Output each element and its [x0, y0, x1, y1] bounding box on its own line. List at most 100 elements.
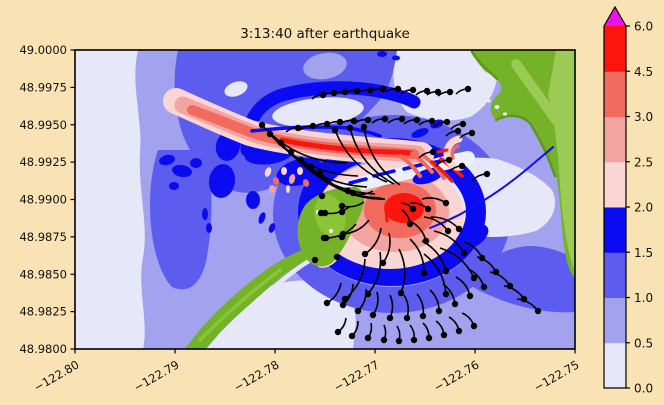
drifter-dot — [311, 256, 319, 264]
y-tick-label: 49.0000 — [19, 43, 67, 57]
drifter-dot — [419, 312, 427, 320]
drifter-dot — [318, 192, 326, 200]
colorbar-segment — [604, 71, 626, 117]
y-tick-label: 48.9825 — [19, 305, 67, 319]
drifter-tail — [423, 253, 447, 295]
drifter-dot — [464, 85, 472, 93]
contour-blob — [246, 191, 260, 209]
drifter-dot — [420, 269, 428, 277]
drifter-tail — [334, 129, 388, 183]
colorbar-segment — [604, 252, 626, 298]
drifter-dot — [454, 127, 462, 135]
drifter-dot — [428, 117, 436, 125]
drifter-dot — [444, 227, 452, 235]
drifter-dot — [320, 234, 328, 242]
contour-region — [75, 50, 145, 349]
drifter-dot — [277, 139, 285, 147]
drifter-dot — [459, 120, 467, 128]
contour-blob — [281, 167, 287, 175]
drifter-dot — [468, 129, 476, 137]
colorbar-tick-label: 4.5 — [634, 65, 653, 79]
drifter-tail — [349, 127, 395, 185]
drifter-dot — [381, 115, 389, 123]
y-tick-label: 48.9950 — [19, 118, 67, 132]
drifter-dot — [446, 88, 454, 96]
drifter-tail — [344, 258, 366, 300]
colorbar-segment — [604, 342, 626, 389]
drifter-dot — [443, 118, 451, 126]
y-tick-label: 48.9975 — [19, 80, 67, 94]
drifter-dot — [409, 86, 417, 94]
x-tick-label: −122.79 — [131, 357, 181, 394]
contour-blob — [494, 105, 500, 109]
drifter-dot — [386, 314, 394, 322]
drifter-dot — [317, 209, 325, 217]
drifter-dot — [354, 307, 362, 315]
contour-band — [429, 146, 554, 229]
drifter-dot — [403, 314, 411, 322]
contour-region — [468, 246, 575, 313]
drifter-dot — [333, 253, 341, 261]
drifter-dot — [349, 189, 357, 197]
contour-blob — [314, 194, 346, 238]
drifter-dot — [364, 334, 372, 342]
contour-field-layer — [75, 50, 575, 349]
contour-band — [398, 154, 422, 178]
drifter-tail — [439, 247, 475, 279]
drifter-dot — [534, 307, 542, 315]
contour-blob — [303, 52, 347, 80]
drifter-tail — [363, 126, 401, 186]
colorbar-segment — [604, 161, 626, 208]
plot-title: 3:13:40 after earthquake — [240, 26, 410, 42]
contour-band — [198, 268, 282, 342]
drifter-dot — [466, 292, 474, 300]
drifter-dot — [379, 85, 387, 93]
contour-blob — [258, 212, 266, 224]
drifter-dot — [413, 116, 421, 124]
drifter-dot — [470, 274, 478, 282]
drifter-dot — [440, 331, 448, 339]
colorbar-segment — [604, 26, 626, 72]
colorbar-tick-label: 1.5 — [634, 246, 653, 260]
drifter-tail — [367, 251, 382, 295]
contour-blob — [297, 167, 303, 175]
drifter-dot — [409, 205, 417, 213]
drifter-tail — [398, 248, 406, 294]
drifter-layer — [258, 85, 542, 345]
drifter-dot — [294, 124, 302, 132]
drifter-dot — [369, 311, 377, 319]
drifter-dot — [316, 169, 324, 177]
contour-band — [279, 137, 413, 156]
contour-blob — [159, 154, 175, 166]
y-tick-label: 48.9800 — [19, 342, 67, 356]
contour-blob — [268, 223, 276, 233]
drifter-dot — [350, 117, 358, 125]
contour-band — [372, 169, 396, 178]
y-tick-label: 48.9900 — [19, 193, 67, 207]
drifter-dot — [338, 233, 346, 241]
drifter-dot — [297, 156, 305, 164]
drifter-dot — [434, 88, 442, 96]
y-tick-label: 48.9875 — [19, 230, 67, 244]
drifter-dot — [307, 163, 315, 171]
drifter-tail — [409, 238, 425, 274]
drifter-dot — [451, 300, 459, 308]
colorbar-tick-label: 0.0 — [634, 382, 653, 396]
contour-blob — [377, 51, 387, 57]
drifter-dot — [410, 336, 418, 344]
contour-blob — [384, 193, 424, 223]
colorbar-segment — [604, 297, 626, 344]
drifter-dot — [423, 87, 431, 95]
colorbar: 0.0 0.5 1.0 1.5 2.0 2.5 3.0 4.5 6.0 — [603, 5, 653, 396]
drifter-dot — [338, 208, 346, 216]
contour-blob — [208, 164, 236, 198]
colorbar-segment — [604, 116, 626, 163]
contour-blob — [172, 164, 192, 178]
drifter-dot — [483, 170, 491, 178]
drifter-dot — [331, 126, 339, 134]
contour-region — [548, 50, 575, 272]
drifter-dot — [338, 202, 346, 210]
drifter-dot — [398, 115, 406, 123]
contour-band — [240, 81, 421, 157]
